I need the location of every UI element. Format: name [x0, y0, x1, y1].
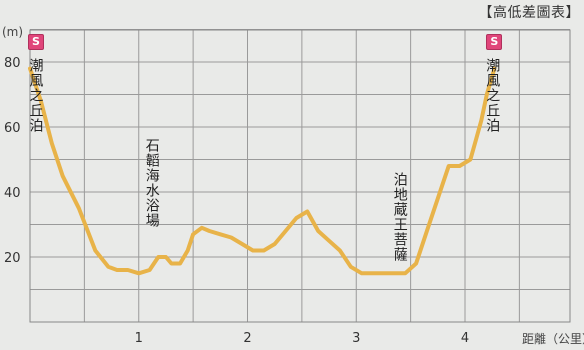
- y-axis-label: (m): [2, 25, 23, 39]
- y-tick-label: 80: [4, 56, 21, 71]
- x-tick-label: 2: [243, 331, 251, 346]
- annotation-label: 潮風之丘泊: [27, 58, 44, 133]
- start-marker: S: [486, 34, 503, 50]
- annotation-label: 潮風之丘泊: [484, 58, 501, 133]
- x-tick-label: 3: [352, 331, 360, 346]
- elevation-series-line: [28, 66, 497, 276]
- y-tick-label: 40: [4, 186, 21, 201]
- annotation-label: 泊地蔵王菩薩: [391, 172, 408, 262]
- plot-frame: [29, 29, 571, 323]
- x-tick-label: 1: [135, 331, 143, 346]
- x-tick-label: 4: [461, 331, 469, 346]
- x-axis-label: 距離（公里）: [522, 332, 584, 346]
- y-tick-label: 20: [4, 251, 21, 266]
- annotation-label: 石韜海水浴場: [143, 138, 160, 228]
- grid-lines: [29, 29, 571, 323]
- tick-labels: 20 40 60 80 1 2 3 4: [4, 56, 469, 346]
- start-marker: S: [28, 34, 44, 50]
- y-tick-label: 60: [4, 121, 21, 136]
- chart-title: 【高低差圖表】: [478, 5, 580, 21]
